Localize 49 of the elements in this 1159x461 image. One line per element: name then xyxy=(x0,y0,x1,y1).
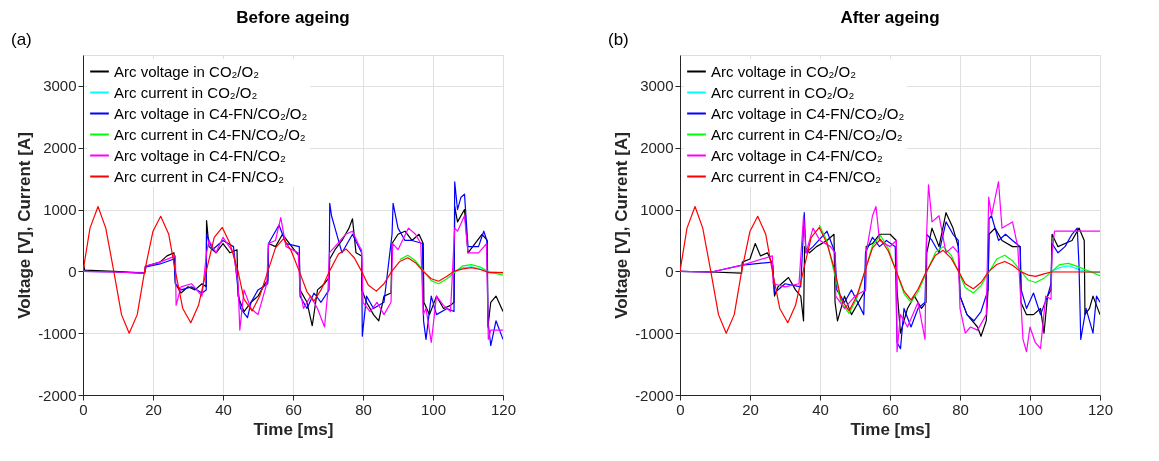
x-tick-label: 80 xyxy=(952,400,969,418)
y-tick-label: 1000 xyxy=(640,201,674,219)
x-axis-title: Time [ms] xyxy=(253,419,334,439)
legend-label: Arc current in C4-FN/CO₂/O₂ xyxy=(711,125,903,143)
legend-label: Arc current in C4-FN/CO₂ xyxy=(711,167,882,185)
line-series xyxy=(680,181,1100,353)
legend-label: Arc voltage in CO₂/O₂ xyxy=(114,62,260,80)
y-tick-label: 3000 xyxy=(43,77,77,95)
line-series xyxy=(818,224,1100,314)
x-tick-label: 20 xyxy=(742,400,759,418)
line-series xyxy=(399,254,503,285)
y-axis-title: Voltage [V], Current [A] xyxy=(612,132,632,319)
x-tick-label: 40 xyxy=(215,400,232,418)
text: (b) xyxy=(608,30,629,49)
y-tick-label: 2000 xyxy=(43,139,77,157)
x-tick-label: 0 xyxy=(676,400,685,418)
y-tick-label: 2000 xyxy=(640,139,674,157)
y-tick-label: -2000 xyxy=(38,386,77,404)
legend-label: Arc voltage in C4-FN/CO₂ xyxy=(114,146,286,164)
chart-title: After ageing xyxy=(840,8,940,27)
y-tick-label: 3000 xyxy=(640,77,674,95)
x-axis-title: Time [ms] xyxy=(850,419,931,439)
x-tick-label: 120 xyxy=(490,400,517,418)
y-tick-label: 1000 xyxy=(43,201,77,219)
legend-label: Arc current in CO₂/O₂ xyxy=(711,83,855,101)
text: (a) xyxy=(11,30,32,49)
y-tick-label: -1000 xyxy=(38,324,77,342)
y-tick-label: 0 xyxy=(665,262,674,280)
y-tick-label: -1000 xyxy=(635,324,674,342)
legend-label: Arc current in C4-FN/CO₂/O₂ xyxy=(114,125,306,143)
x-tick-label: 0 xyxy=(79,400,88,418)
x-tick-label: 20 xyxy=(145,400,162,418)
legend-label: Arc voltage in C4-FN/CO₂/O₂ xyxy=(114,104,308,122)
legend-label: Arc current in C4-FN/CO₂ xyxy=(114,167,285,185)
legend-label: Arc voltage in C4-FN/CO₂ xyxy=(711,146,883,164)
x-tick-label: 40 xyxy=(812,400,829,418)
legend-label: Arc voltage in C4-FN/CO₂/O₂ xyxy=(711,104,905,122)
chart-title: Before ageing xyxy=(236,8,350,27)
y-tick-label: 0 xyxy=(68,262,77,280)
x-tick-label: 100 xyxy=(420,400,447,418)
legend-label: Arc voltage in CO₂/O₂ xyxy=(711,62,857,80)
x-tick-label: 60 xyxy=(882,400,899,418)
y-tick-label: -2000 xyxy=(635,386,674,404)
x-tick-label: 80 xyxy=(355,400,372,418)
x-tick-label: 100 xyxy=(1017,400,1044,418)
x-tick-label: 60 xyxy=(285,400,302,418)
y-axis-title: Voltage [V], Current [A] xyxy=(15,132,35,319)
legend-label: Arc current in CO₂/O₂ xyxy=(114,83,258,101)
x-tick-label: 120 xyxy=(1087,400,1114,418)
